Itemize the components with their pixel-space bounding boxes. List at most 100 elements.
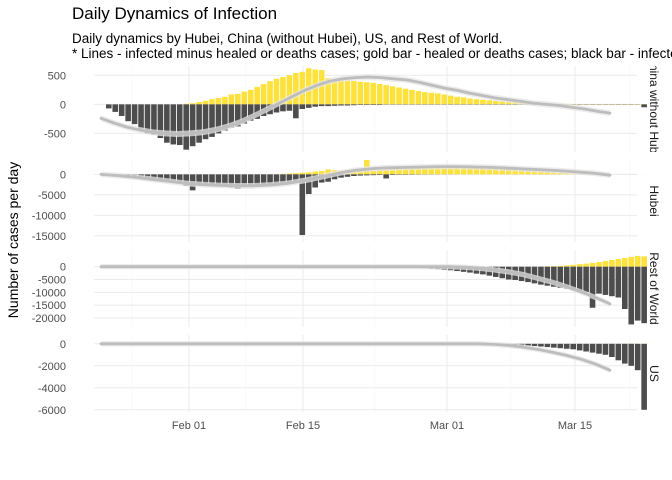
healed-bar — [409, 89, 415, 105]
net-confidence-band — [101, 74, 610, 137]
infected-bar — [622, 266, 628, 310]
infected-bar — [247, 104, 254, 121]
infected-bar — [557, 266, 564, 288]
infected-bar — [357, 174, 364, 176]
healed-bar — [228, 94, 235, 105]
infected-bar — [338, 104, 344, 106]
y-tick-label: -20000 — [32, 313, 66, 325]
healed-bar — [525, 170, 531, 175]
healed-bar — [544, 171, 551, 175]
healed-bar — [196, 102, 202, 105]
healed-bar — [563, 265, 570, 267]
y-tick-label: -4000 — [38, 383, 66, 395]
healed-bar — [641, 256, 647, 267]
net-line — [99, 265, 612, 306]
healed-bar — [512, 169, 518, 175]
facet-strip-label: China without Hubei — [647, 55, 661, 162]
y-tick-label: 500 — [48, 70, 66, 82]
healed-bar — [493, 100, 499, 105]
healed-bar — [499, 169, 506, 175]
healed-bar — [389, 169, 396, 175]
healed-bar — [389, 86, 396, 105]
infected-bar — [628, 266, 635, 325]
net-line — [99, 165, 612, 188]
healed-bar — [609, 260, 615, 267]
infected-bar — [641, 266, 647, 324]
healed-bar — [570, 264, 576, 267]
infected-bar — [531, 343, 538, 346]
infected-bar — [131, 104, 138, 125]
infected-bar — [628, 343, 635, 366]
infected-bar — [209, 104, 215, 137]
x-tick-label: Mar 01 — [430, 420, 464, 432]
x-tick-label: Feb 15 — [286, 420, 320, 432]
infected-bar — [570, 343, 576, 350]
infected-bar — [370, 104, 377, 105]
healed-bar — [441, 166, 447, 175]
infected-bar — [112, 104, 119, 112]
infected-bar — [602, 266, 609, 295]
healed-bar — [357, 81, 364, 105]
healed-bar — [209, 99, 215, 105]
infected-bar — [609, 266, 615, 297]
infected-bar — [125, 104, 131, 122]
healed-bar — [557, 265, 564, 267]
healed-bar — [628, 256, 635, 267]
y-tick-label: -5000 — [38, 275, 66, 287]
infected-bar — [164, 104, 170, 143]
infected-bar — [583, 343, 589, 352]
infected-bar — [254, 174, 260, 186]
infected-bar — [273, 104, 280, 113]
infected-bar — [525, 343, 531, 346]
healed-bar — [383, 169, 389, 175]
infected-bar — [544, 266, 551, 286]
healed-bar — [434, 93, 441, 105]
infected-bar — [344, 104, 351, 106]
infected-bar — [183, 174, 189, 186]
infected-bar — [609, 343, 615, 357]
infected-bar — [312, 104, 318, 107]
infected-bar — [235, 104, 241, 127]
infected-bar — [176, 174, 183, 184]
healed-bar — [486, 100, 493, 105]
infected-bar — [344, 174, 351, 177]
infected-bar — [370, 174, 377, 176]
infected-bar — [222, 174, 228, 187]
infected-bar — [570, 266, 576, 290]
healed-bar — [493, 168, 499, 175]
net-confidence-band — [101, 163, 610, 189]
healed-bar — [596, 262, 602, 267]
infected-bar — [318, 104, 325, 107]
infected-bar — [157, 104, 164, 139]
healed-bar — [280, 77, 286, 105]
healed-bar — [467, 98, 473, 105]
infected-bar — [138, 104, 144, 129]
healed-bar — [480, 167, 486, 175]
healed-bar — [305, 172, 312, 175]
infected-bar — [151, 104, 157, 135]
healed-bar — [189, 103, 196, 105]
infected-bar — [538, 266, 544, 285]
healed-bar — [286, 173, 293, 175]
healed-bar — [383, 85, 389, 105]
healed-bar — [409, 168, 415, 175]
healed-bar — [518, 170, 525, 175]
infected-bar — [293, 174, 299, 182]
infected-bar — [615, 266, 622, 298]
infected-bar — [576, 266, 583, 292]
healed-bar — [460, 97, 467, 105]
infected-bar — [144, 104, 151, 134]
healed-bar — [415, 90, 422, 105]
y-tick-label: -5000 — [38, 190, 66, 202]
healed-bar — [215, 97, 222, 105]
facet-strip-label: Rest of World — [647, 252, 661, 324]
chart-subtitle: Daily dynamics by Hubei, China (without … — [72, 31, 672, 61]
healed-bar — [454, 96, 460, 105]
healed-bar — [396, 87, 402, 105]
infected-bar — [299, 174, 306, 236]
healed-bar — [370, 82, 377, 105]
infected-bar — [241, 174, 248, 187]
y-tick-label: 0 — [60, 99, 66, 111]
healed-bar — [273, 78, 280, 105]
